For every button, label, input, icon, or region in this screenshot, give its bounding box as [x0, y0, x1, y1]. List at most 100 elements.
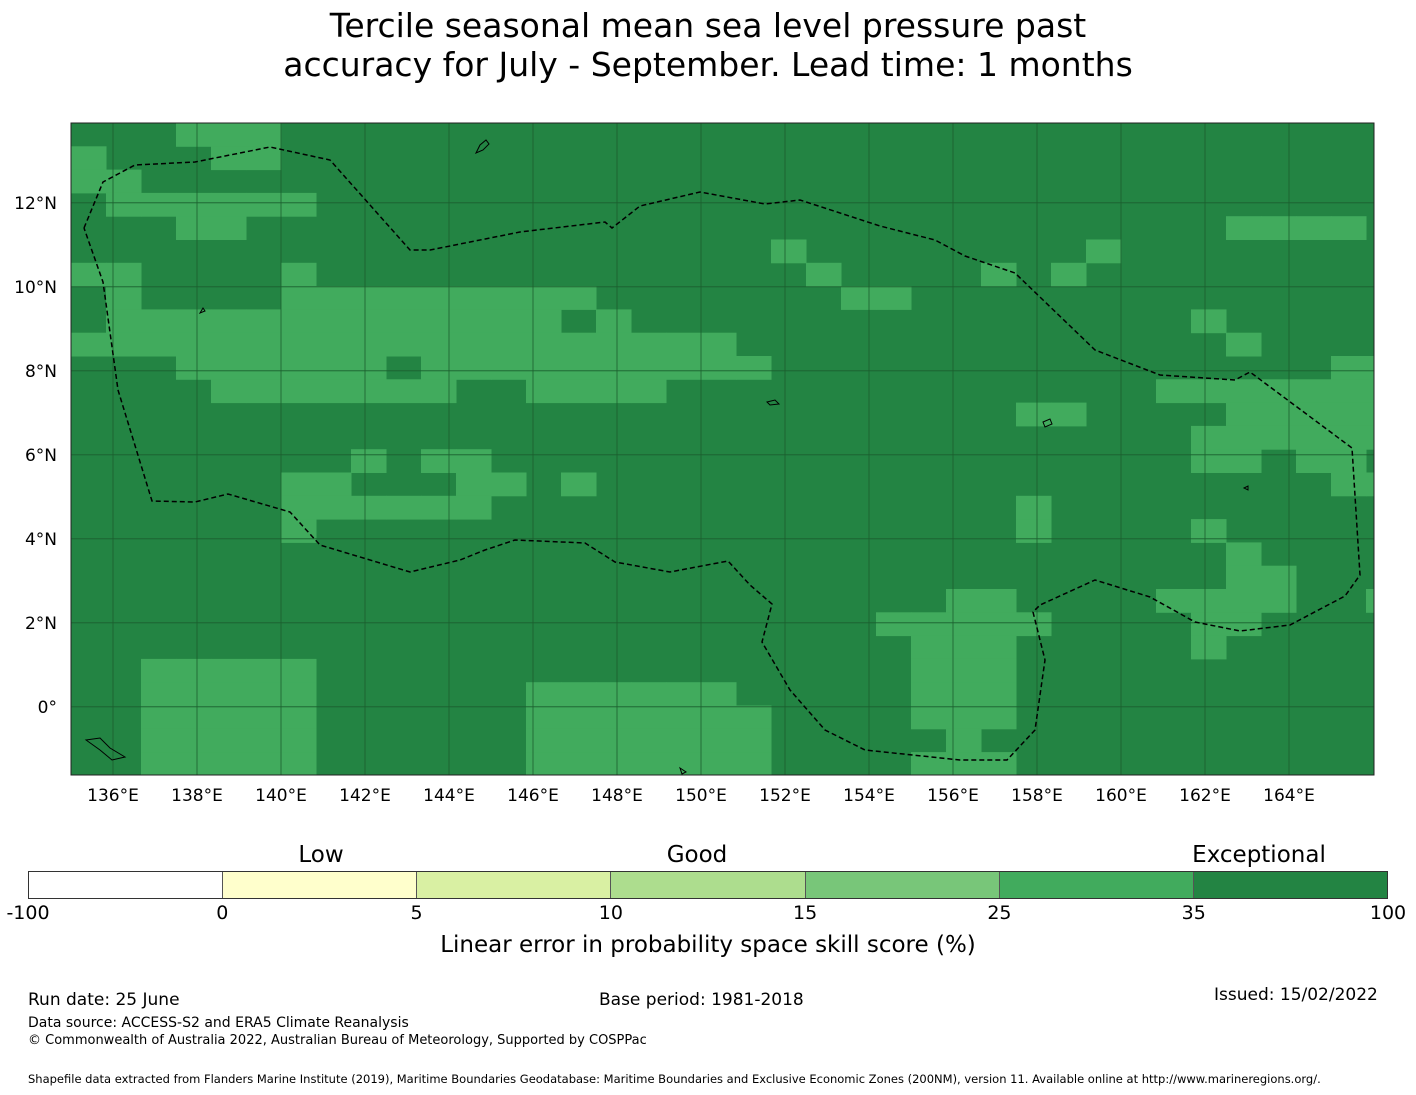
- island-outline: [1042, 418, 1053, 428]
- grid-cell: [386, 495, 422, 520]
- colorbar-segment: [417, 872, 612, 898]
- grid-cell: [141, 752, 177, 776]
- grid-cell: [946, 705, 982, 730]
- grid-cell: [701, 728, 737, 753]
- category-good: Good: [666, 842, 728, 868]
- grid-cell: [1191, 425, 1227, 450]
- longitude-label: 142°E: [339, 786, 391, 806]
- grid-cell: [246, 752, 282, 776]
- grid-cell: [981, 658, 1017, 683]
- grid-cell: [281, 332, 317, 357]
- grid-cell: [1191, 519, 1227, 543]
- grid-cell: [946, 728, 982, 753]
- grid-cell: [876, 286, 912, 310]
- grid-cell: [246, 728, 282, 753]
- grid-cell: [526, 356, 562, 380]
- base-period: Base period: 1981-2018: [599, 990, 804, 1010]
- grid-cell: [351, 379, 387, 404]
- grid-cell: [456, 332, 492, 357]
- grid-cell: [1331, 379, 1367, 404]
- grid-cell: [281, 379, 317, 404]
- grid-cell: [1191, 379, 1227, 404]
- grid-cell: [386, 286, 422, 310]
- grid-cell: [1331, 402, 1367, 427]
- grid-cell: [421, 309, 457, 334]
- grid-cell: [246, 356, 282, 380]
- grid-cell: [596, 379, 632, 404]
- grid-cell: [246, 123, 282, 147]
- map-title-line2: accuracy for July - September. Lead time…: [283, 45, 1133, 84]
- colorbar-segment: [223, 872, 418, 898]
- grid-cell: [561, 752, 597, 776]
- grid-cell: [176, 309, 212, 334]
- map-frame: [70, 122, 1375, 776]
- grid-cell: [421, 286, 457, 310]
- grid-cell: [1226, 332, 1262, 357]
- colorbar-tick-label: 35: [1181, 902, 1206, 924]
- longitude-label: 158°E: [1011, 786, 1063, 806]
- colorbar-tick-label: 0: [216, 902, 229, 924]
- grid-cell: [1016, 495, 1052, 520]
- longitude-label: 146°E: [507, 786, 559, 806]
- grid-cell: [1016, 612, 1052, 637]
- grid-cell: [1296, 449, 1332, 473]
- grid-cell: [1191, 635, 1227, 660]
- latitude-label: 2°N: [25, 614, 57, 634]
- colorbar-segment: [1193, 872, 1387, 898]
- grid-cell: [631, 682, 667, 706]
- grid-cell: [1016, 402, 1052, 427]
- longitude-labels: 136°E 138°E 140°E 142°E 144°E 146°E 148°E 150°E…: [87, 786, 1315, 806]
- grid-cell: [386, 379, 422, 404]
- grid-cell: [526, 286, 562, 310]
- grid-cell: [1366, 379, 1375, 404]
- grid-cell: [1261, 565, 1297, 590]
- grid-cell: [1296, 379, 1332, 404]
- grid-cell: [281, 728, 317, 753]
- longitude-label: 154°E: [843, 786, 895, 806]
- run-date: Run date: 25 June: [28, 990, 180, 1010]
- grid-cell: [701, 705, 737, 730]
- grid-cell: [211, 705, 247, 730]
- longitude-label: 144°E: [423, 786, 475, 806]
- grid-cell: [596, 705, 632, 730]
- grid-cell: [526, 332, 562, 357]
- latitude-label: 12°N: [14, 194, 57, 214]
- grid-cell: [176, 682, 212, 706]
- grid-cell: [1261, 425, 1297, 450]
- grid-cell: [946, 612, 982, 637]
- grid-cell: [596, 752, 632, 776]
- grid-cell: [316, 379, 352, 404]
- eez-boundary: [83, 146, 1361, 761]
- grid-cell: [666, 356, 702, 380]
- grid-cell: [316, 472, 352, 497]
- grid-cell: [911, 635, 947, 660]
- shapefile-credit: Shapefile data extracted from Flanders M…: [28, 1072, 1321, 1086]
- grid-cell: [561, 356, 597, 380]
- grid-cell: [281, 495, 317, 520]
- grid-cell: [281, 356, 317, 380]
- grid-cell: [1156, 379, 1192, 404]
- longitude-label: 148°E: [591, 786, 643, 806]
- grid-cell: [981, 635, 1017, 660]
- grid-cell: [1226, 542, 1262, 567]
- grid-cell: [631, 705, 667, 730]
- grid-cell: [561, 472, 597, 497]
- grid-cell: [211, 192, 247, 217]
- grid-cell: [526, 728, 562, 753]
- grid-cell: [71, 169, 107, 194]
- grid-cell: [631, 752, 667, 776]
- grid-cell: [911, 612, 947, 637]
- grid-cell: [281, 286, 317, 310]
- grid-cell: [701, 682, 737, 706]
- grid-cell: [701, 752, 737, 776]
- grid-cell: [981, 752, 1017, 776]
- grid-cell: [386, 332, 422, 357]
- grid-cell: [1226, 589, 1262, 613]
- grid-cell: [246, 309, 282, 334]
- grid-cell: [421, 356, 457, 380]
- grid-cell: [246, 682, 282, 706]
- latitude-label: 8°N: [25, 362, 57, 382]
- grid-cell: [1191, 309, 1227, 334]
- grid-cell: [666, 705, 702, 730]
- grid-cell: [1331, 449, 1367, 473]
